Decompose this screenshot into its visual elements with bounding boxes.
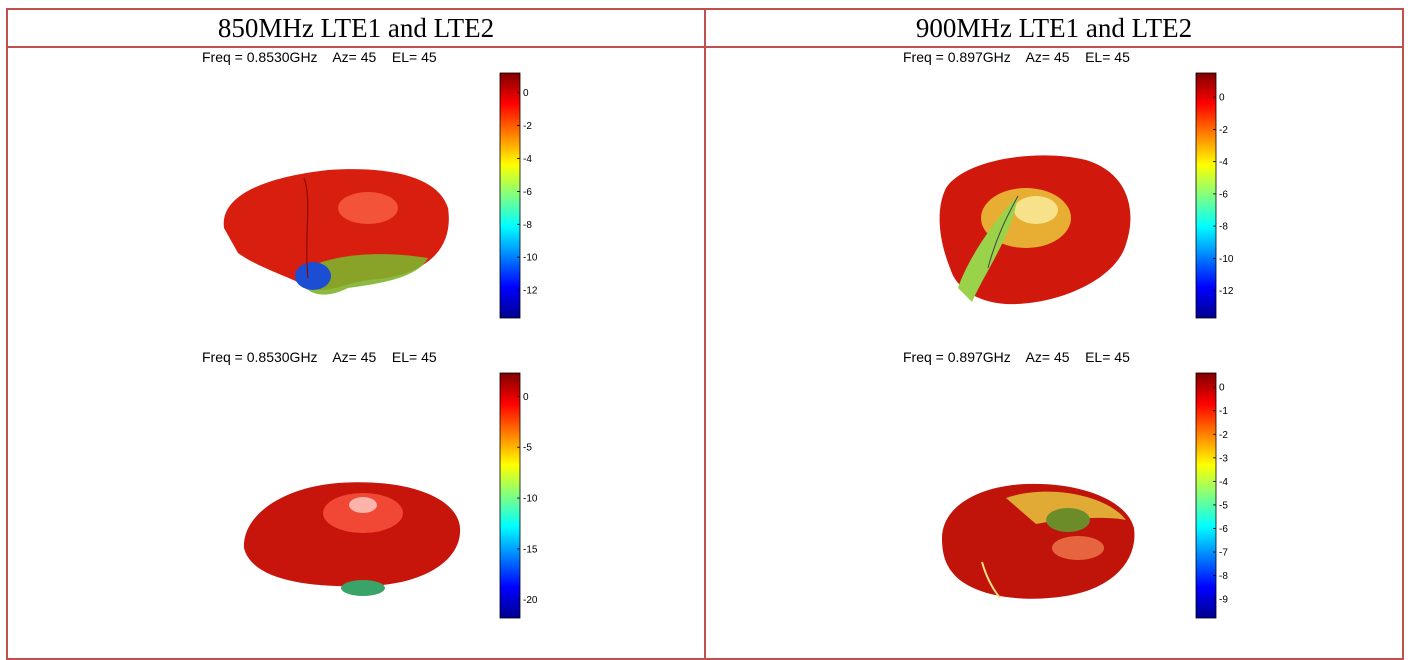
colorbar-tick-label: -8	[523, 220, 532, 231]
plot-title: Freq = 0.897GHz Az= 45 EL= 45	[903, 349, 1130, 365]
colorbar-tick-label: -8	[1219, 222, 1228, 233]
colorbar-tick-label: -2	[1219, 430, 1228, 441]
pattern-plot: 0 -2 -4 -6 -8 -10 -12	[223, 72, 538, 319]
colorbar-tick-label: -10	[523, 253, 538, 264]
colorbar-tick-label: -5	[523, 443, 532, 454]
radiation-surface	[243, 482, 461, 596]
colorbar-tick-label: -12	[523, 286, 538, 297]
colorbar: 0 -2 -4 -6 -8 -10 -12	[1195, 72, 1234, 319]
colorbar-tick-label: -7	[1219, 548, 1228, 559]
colorbar-tick-label: -5	[1219, 500, 1228, 511]
plot-title: Freq = 0.897GHz Az= 45 EL= 45	[903, 49, 1130, 65]
colorbar-tick-label: 0	[1219, 383, 1225, 394]
colorbar-tick-label: 0	[1219, 93, 1225, 104]
colorbar: 0 -2 -4 -6 -8 -10 -12	[499, 72, 538, 319]
colorbar-tick-label: -2	[1219, 125, 1228, 136]
radiation-surface	[939, 155, 1131, 305]
colorbar-tick-label: -3	[1219, 453, 1228, 464]
plot-title: Freq = 0.8530GHz Az= 45 EL= 45	[202, 349, 437, 365]
pattern-plot: 0 -2 -4 -6 -8 -10 -12	[939, 72, 1234, 319]
plot-title: Freq = 0.8530GHz Az= 45 EL= 45	[202, 49, 437, 65]
colorbar-tick-label: -6	[1219, 189, 1228, 200]
colorbar-tick-label: -9	[1219, 595, 1228, 606]
colorbar: 0 -1 -2 -3 -4 -5 -6 -7 -8 -9	[1195, 372, 1228, 619]
pattern-plot: 0 -1 -2 -3 -4 -5 -6 -7 -8 -9	[942, 372, 1228, 619]
colorbar-tick-label: -4	[1219, 157, 1228, 168]
colorbar-tick-label: -10	[523, 494, 538, 505]
pattern-panel-900-lte1: Freq = 0.897GHz Az= 45 EL= 45 0 -2 -4 -6 -8 -…	[707, 49, 1401, 348]
colorbar-tick-label: -15	[523, 544, 538, 555]
cell-900: Freq = 0.897GHz Az= 45 EL= 45 0 -2 -4 -6 -8 -…	[704, 46, 1404, 660]
colorbar-tick-label: -6	[1219, 524, 1228, 535]
colorbar-tick-label: -4	[1219, 477, 1228, 488]
header-900: 900MHz LTE1 and LTE2	[704, 8, 1404, 48]
results-table: 850MHz LTE1 and LTE2 900MHz LTE1 and LTE…	[6, 8, 1404, 660]
radiation-surface	[942, 483, 1135, 599]
colorbar-tick-label: -20	[523, 595, 538, 606]
colorbar-tick-label: 0	[523, 88, 529, 99]
colorbar-tick-label: -6	[523, 187, 532, 198]
colorbar-tick-label: -2	[523, 121, 532, 132]
colorbar-tick-label: -12	[1219, 286, 1234, 297]
colorbar-tick-label: -1	[1219, 406, 1228, 417]
pattern-panel-900-lte2: Freq = 0.897GHz Az= 45 EL= 45 0 -1 -2 -3 -4 -…	[707, 348, 1401, 648]
colorbar-tick-label: -8	[1219, 571, 1228, 582]
colorbar-tick-label: -4	[523, 154, 532, 165]
pattern-panel-850-lte1: Freq = 0.8530GHz Az= 45 EL= 45 0 -2 -4 -6 -8…	[9, 49, 703, 348]
header-850: 850MHz LTE1 and LTE2	[6, 8, 706, 48]
cell-850: Freq = 0.8530GHz Az= 45 EL= 45 0 -2 -4 -6 -8…	[6, 46, 706, 660]
colorbar-gradient	[1195, 372, 1217, 619]
colorbar-tick-label: -10	[1219, 254, 1234, 265]
pattern-plot: 0 -5 -10 -15 -20	[243, 372, 538, 619]
colorbar-tick-label: 0	[523, 392, 529, 403]
colorbar-gradient	[499, 72, 521, 319]
pattern-panel-850-lte2: Freq = 0.8530GHz Az= 45 EL= 45 0 -5 -10 -15…	[9, 348, 703, 648]
colorbar-gradient	[499, 372, 521, 619]
radiation-surface	[223, 169, 449, 295]
colorbar-gradient	[1195, 72, 1217, 319]
colorbar: 0 -5 -10 -15 -20	[499, 372, 538, 619]
